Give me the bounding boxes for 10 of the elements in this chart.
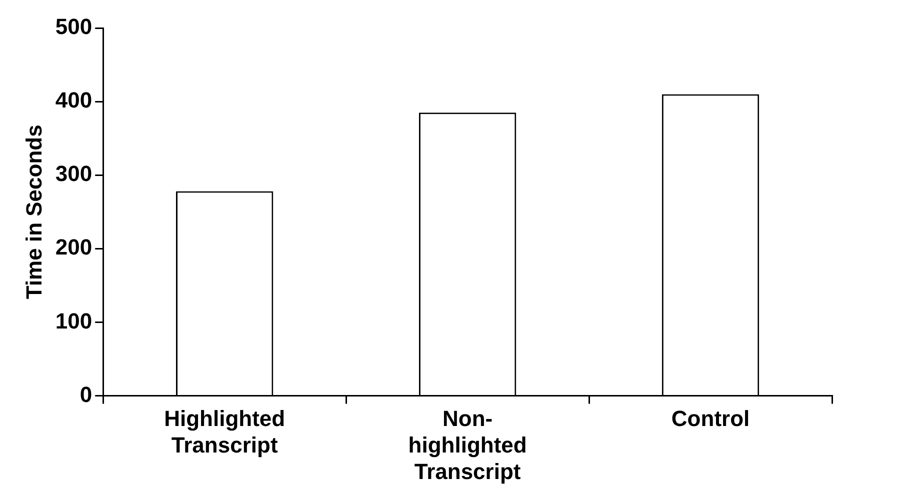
y-tick-label: 400 [55, 88, 92, 113]
y-axis-title: Time in Seconds [21, 124, 46, 300]
y-tick-label: 0 [80, 382, 92, 407]
y-tick-label: 500 [55, 14, 92, 40]
y-tick-label: 200 [55, 234, 92, 260]
x-tick-label: Non-highlighted Transcript [408, 406, 527, 484]
y-tick-label: 100 [55, 308, 92, 334]
x-tick-label: Highlighted Transcript [164, 406, 286, 458]
y-tick-label: 300 [55, 161, 92, 186]
x-tick-label: Control [671, 406, 750, 432]
